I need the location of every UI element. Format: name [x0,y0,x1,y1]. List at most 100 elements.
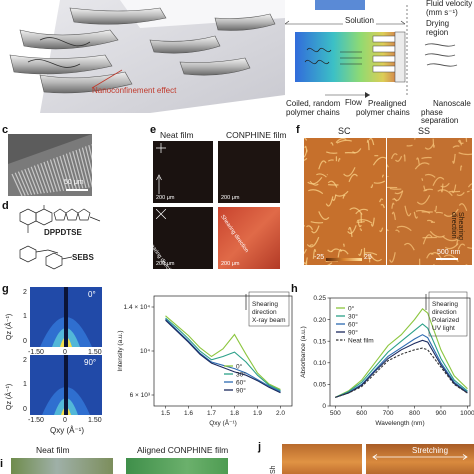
afm-fiber [426,252,434,259]
shear-arrow-icon [156,174,162,194]
afm-fiber [306,236,320,248]
afm-fiber [458,203,468,212]
giwaxs-ytick-top-1: 1 [23,313,27,320]
region-label: region [426,28,449,37]
f-col-sc: SC [338,126,351,136]
series-line [165,319,281,394]
i-aligned-image [126,458,228,474]
giwaxs-ytick-top-0: 0 [23,338,27,345]
panel-label-d: d [2,200,9,212]
afm-fiber [393,190,404,202]
series-line [335,323,468,398]
legend-label: 60° [348,320,358,328]
afm-fiber [370,184,374,189]
afm-fiber [307,176,323,185]
molecule-dppdtse: DPPDTSE [44,228,82,237]
afm-fiber [421,178,424,181]
x-tick-label: 800 [409,410,420,417]
afm-fiber [432,138,435,148]
afm-fiber [444,243,459,250]
legend-label: 30° [236,370,246,378]
stage-coiled-b: polymer chains [286,108,340,117]
x-tick-label: 1.6 [184,410,193,417]
afm-fiber [389,187,402,190]
x-tick-label: 600 [356,410,367,417]
x-tick-label: 1.8 [230,410,239,417]
panel-a-illustration [0,0,285,113]
annotation-text: Shearing [432,301,458,308]
series-line [165,318,281,393]
y-tick-label: 0.20 [313,317,326,324]
afm-fiber [381,174,385,178]
giwaxs-ytick-bottom-1: 1 [23,381,27,388]
afm-fiber [304,138,308,141]
afm-fiber [366,139,370,151]
afm-fiber [424,143,435,150]
afm-fiber [326,151,338,154]
afm-fiber [395,155,403,162]
afm-fiber [379,227,384,233]
y-tick-label: 0 [322,403,326,410]
afm-fiber [343,167,356,177]
afm-fiber [337,158,341,162]
afm-angle-right: 25 [364,254,372,261]
afm-fiber [339,249,349,255]
giwaxs-angle-bottom: 90° [84,358,97,367]
series-line [335,308,468,398]
giwaxs-xtick-top-neg: -1.50 [28,349,44,356]
afm-fiber [395,229,400,233]
sem-fin [59,155,71,191]
afm-fiber [389,252,396,263]
afm-fiber [309,180,319,186]
giwaxs-xtick-bottom-neg: -1.50 [28,417,44,424]
i-neat-image [11,458,113,474]
fluid-velocity-label: Fluid velocity [426,0,473,8]
afm-fiber [342,243,345,247]
sem-fin [72,151,84,189]
x-axis-label: Wavelength (nm) [375,420,424,427]
e-scale-bottom-left: 200 μm [156,261,175,267]
afm-fiber [391,202,395,209]
e-col-neat: Neat film [160,130,194,140]
sem-scale-bar [66,189,88,191]
afm-fiber [335,190,349,197]
legend-label: Neat film [348,337,374,344]
afm-fiber [421,156,432,159]
sem-fin [21,170,33,196]
sem-scale-text: 50 μm [64,179,84,186]
legend-label: 0° [348,304,355,312]
legend-label: 0° [236,362,243,370]
annotation-box [428,291,468,337]
y-tick-label: 0.05 [313,382,326,389]
panel-b-schematic [285,0,474,115]
x-axis-label: Qxy (Å⁻¹) [209,418,237,427]
giwaxs-bottom [30,355,102,415]
panel-label-g: g [2,283,9,295]
y-tick-label: 0.10 [313,360,326,367]
sem-fin [24,168,36,195]
afm-fiber [460,165,463,171]
sem-fin [43,161,55,193]
afm-fiber [327,180,338,188]
annotation-text: Shearing [252,301,278,308]
afm-fiber [330,248,340,253]
legend-label: 60° [236,378,246,386]
flow-label: Flow [345,98,362,107]
afm-fiber [456,238,460,246]
afm-fiber [423,185,428,192]
series-line [165,317,281,392]
sem-fin [30,166,42,194]
stage-nanoscale-b: phase separation [421,108,459,126]
giwaxs-xtick-bottom-zero: 0 [63,417,67,424]
afm-fiber [423,188,433,192]
giwaxs-ytick-top-2: 2 [23,289,27,296]
giwaxs-ylabel-bottom: Qz (Å⁻¹) [6,383,13,410]
afm-fiber [413,211,419,219]
afm-fiber [391,211,396,221]
panel-label-f: f [296,124,300,136]
stage-nanoscale-a: Nanoscale [433,99,471,108]
afm-sc-image [304,138,386,265]
series-line [335,347,468,398]
afm-fiber [443,254,459,262]
sem-fin [75,149,87,189]
